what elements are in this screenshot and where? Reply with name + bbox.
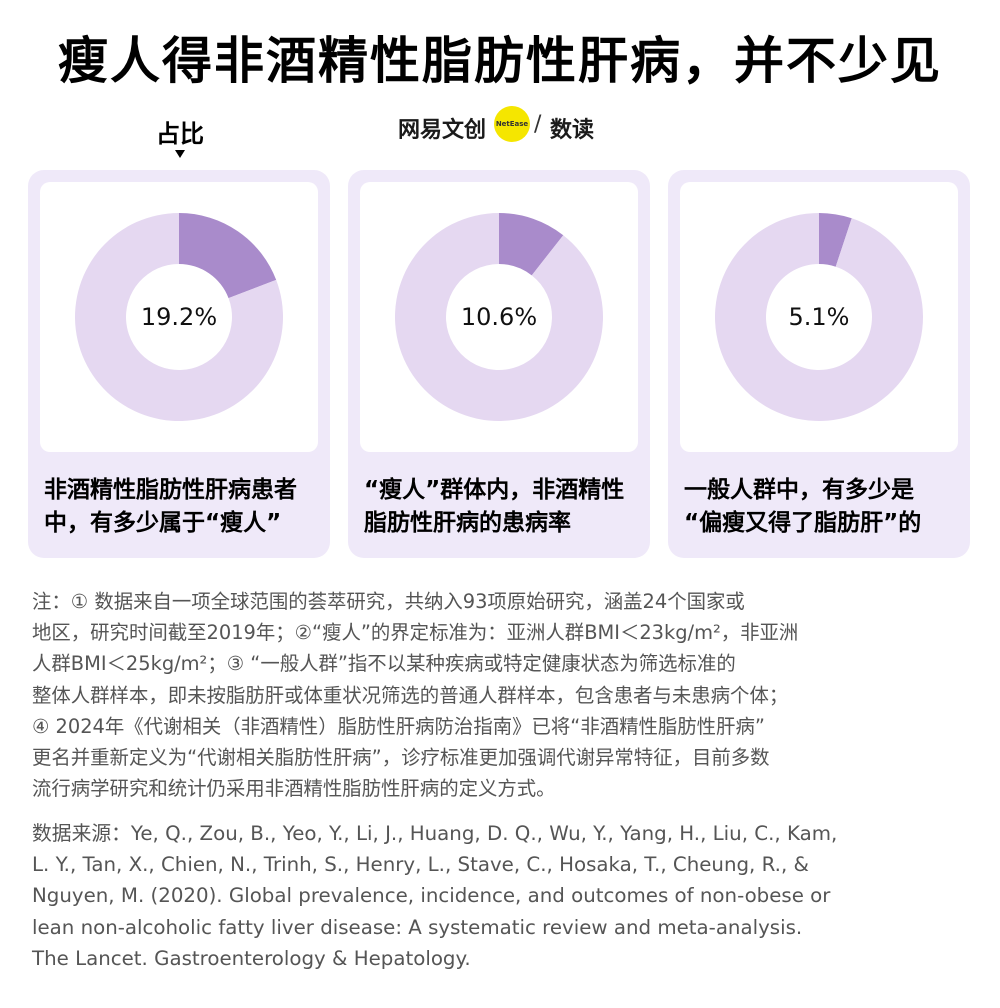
source-line: L. Y., Tan, X., Chien, N., Trinh, S., He…: [32, 853, 809, 877]
donut-chart-1: [75, 213, 283, 421]
source-line: The Lancet. Gastroenterology & Hepatolog…: [32, 946, 471, 970]
donut-slice-highlight: [819, 213, 852, 267]
footnote-line: ④ 2024年《代谢相关（非酒精性）脂肪性肝病防治指南》已将“非酒精性脂肪性肝病…: [32, 714, 765, 738]
chart-panel-3: 5.1%: [680, 182, 958, 452]
donut-slice-highlight: [179, 213, 277, 299]
caption-line: 脂肪性肝病的患病率: [364, 510, 571, 536]
donut-chart-2: [395, 213, 603, 421]
chart-card-2: 10.6% “瘦人”群体内，非酒精性 脂肪性肝病的患病率: [348, 170, 650, 558]
logo-slash: /: [534, 112, 542, 137]
donut-slice-rest: [715, 213, 923, 421]
donut-slice-highlight: [499, 213, 564, 276]
logo-badge: NetEase: [494, 106, 530, 142]
legend-arrow-icon: [175, 150, 185, 158]
caption-line: 非酒精性脂肪性肝病患者: [44, 477, 297, 503]
footnote-line: 整体人群样本，即未按脂肪肝或体重状况筛选的普通人群样本，包含患者与未患病个体；: [32, 683, 789, 707]
donut-value-label-3: 5.1%: [788, 303, 850, 331]
source-line: lean non-alcoholic fatty liver disease: …: [32, 915, 803, 939]
donut-slice-rest: [75, 213, 283, 421]
footnote-line: 地区，研究时间截至2019年；②“瘦人”的界定标准为：亚洲人群BMI＜23kg/…: [32, 621, 799, 645]
chart-panel-1: 19.2%: [40, 182, 318, 452]
footnote: 注：① 数据来自一项全球范围的荟萃研究，共纳入93项原始研究，涵盖24个国家或 …: [32, 586, 972, 804]
legend-label: 占比: [156, 120, 204, 148]
footnote-line: 流行病学研究和统计仍采用非酒精性脂肪性肝病的定义方式。: [32, 777, 556, 801]
caption-line: “偏瘦又得了脂肪肝”的: [684, 510, 922, 536]
chart-panel-2: 10.6%: [360, 182, 638, 452]
source-line: 数据来源：Ye, Q., Zou, B., Yeo, Y., Li, J., H…: [32, 822, 838, 845]
chart-caption-2: “瘦人”群体内，非酒精性 脂肪性肝病的患病率: [364, 474, 648, 540]
chart-caption-1: 非酒精性脂肪性肝病患者 中，有多少属于“瘦人”: [44, 474, 328, 540]
donut-slice-rest: [395, 213, 603, 421]
caption-line: “瘦人”群体内，非酒精性: [364, 477, 625, 503]
caption-line: 中，有多少属于“瘦人”: [44, 510, 282, 536]
footnote-line: 人群BMI＜25kg/m²；③ “一般人群”指不以某种疾病或特定健康状态为筛选标…: [32, 652, 736, 676]
donut-value-label-2: 10.6%: [460, 303, 538, 331]
source-line: Nguyen, M. (2020). Global prevalence, in…: [32, 884, 831, 908]
footnote-line: 更名并重新定义为“代谢相关脂肪性肝病”，诊疗标准更加强调代谢异常特征，目前多数: [32, 746, 770, 770]
donut-value-label-1: 19.2%: [140, 303, 218, 331]
data-source: 数据来源：Ye, Q., Zou, B., Yeo, Y., Li, J., H…: [32, 818, 972, 974]
donut-chart-3: [715, 213, 923, 421]
chart-caption-3: 一般人群中，有多少是 “偏瘦又得了脂肪肝”的: [684, 474, 968, 540]
footnote-line: 注：① 数据来自一项全球范围的荟萃研究，共纳入93项原始研究，涵盖24个国家或: [32, 590, 745, 613]
chart-card-3: 5.1% 一般人群中，有多少是 “偏瘦又得了脂肪肝”的: [668, 170, 970, 558]
page-title: 瘦人得非酒精性脂肪性肝病，并不少见: [58, 32, 942, 90]
chart-card-1: 19.2% 非酒精性脂肪性肝病患者 中，有多少属于“瘦人”: [28, 170, 330, 558]
logo-text-shudu: 数读: [550, 118, 595, 143]
caption-line: 一般人群中，有多少是: [684, 477, 914, 503]
logo-text-netease: 网易文创: [398, 118, 487, 143]
